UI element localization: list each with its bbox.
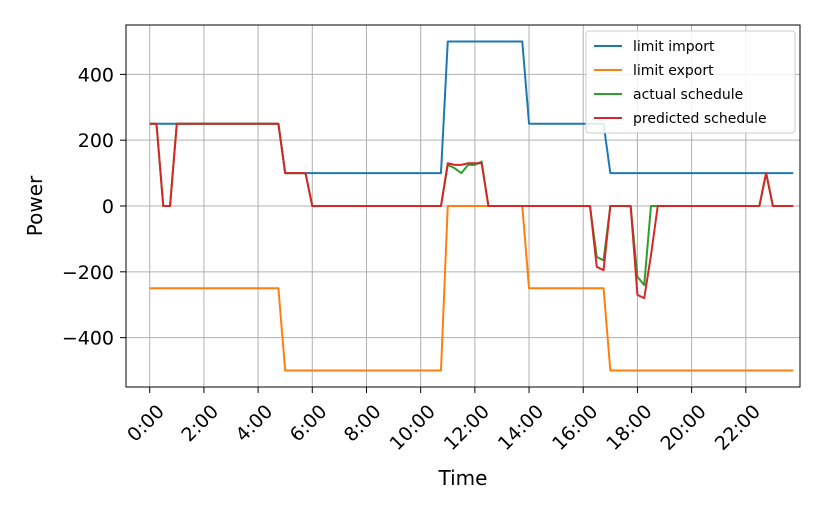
x-tick-label: 12:00: [440, 401, 494, 455]
legend-label: limit import: [633, 39, 715, 55]
y-tick-label: −200: [62, 262, 114, 284]
legend: limit import limit export actual schedule p…: [585, 30, 796, 134]
y-tick-label: 400: [78, 64, 114, 86]
x-tick-label: 10:00: [386, 401, 440, 455]
x-tick-label: 18:00: [602, 401, 656, 455]
legend-label: actual schedule: [633, 87, 743, 103]
x-axis-ticks: 0:00 2:00 4:00 6:00 8:00 10:00 12:00 14:00 16:00…: [123, 387, 765, 455]
x-tick-label: 20:00: [656, 401, 710, 455]
y-tick-label: 200: [78, 130, 114, 152]
x-tick-label: 8:00: [340, 401, 386, 447]
legend-box: [585, 30, 796, 134]
x-tick-label: 22:00: [711, 401, 765, 455]
y-axis-title: Power: [23, 175, 47, 236]
legend-label: predicted schedule: [633, 111, 767, 127]
series-line-actual-schedule: [149, 122, 794, 286]
y-tick-label: −400: [62, 328, 114, 350]
series-line-predicted-schedule: [149, 122, 794, 300]
x-tick-label: 14:00: [494, 401, 548, 455]
y-axis-ticks: −400 −200 0 200 400: [62, 64, 126, 350]
x-tick-label: 16:00: [548, 401, 602, 455]
legend-label: limit export: [633, 63, 714, 79]
x-axis-title: Time: [438, 466, 488, 490]
series-lines: [149, 40, 794, 372]
x-tick-label: 6:00: [286, 401, 332, 447]
x-tick-label: 0:00: [123, 401, 169, 447]
y-tick-label: 0: [102, 196, 114, 218]
x-tick-label: 2:00: [177, 401, 223, 447]
series-line-limit-export: [149, 205, 794, 372]
x-tick-label: 4:00: [232, 401, 278, 447]
